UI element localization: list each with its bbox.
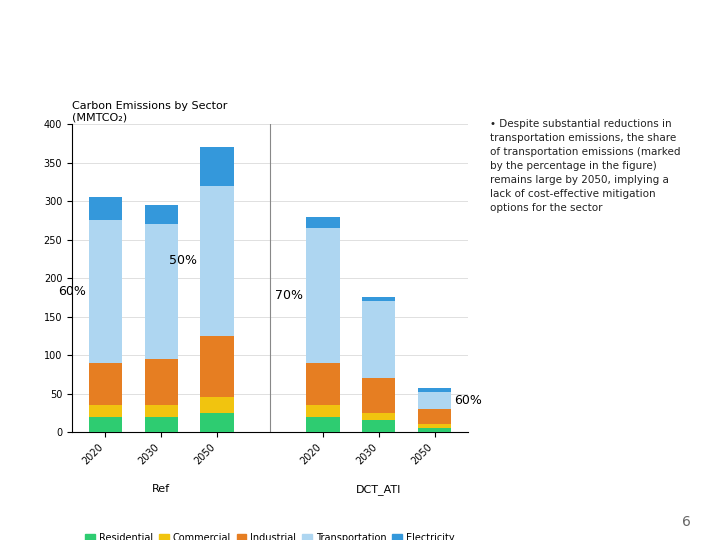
Text: 6: 6 — [683, 515, 691, 529]
Bar — [89, 197, 122, 220]
Text: Ref: Ref — [152, 484, 171, 494]
Bar — [89, 220, 122, 363]
Bar — [200, 147, 234, 186]
Bar — [418, 424, 451, 428]
Bar — [418, 428, 451, 432]
Bar — [306, 405, 340, 417]
Bar — [145, 224, 178, 359]
Text: (MMTCO₂): (MMTCO₂) — [72, 112, 127, 123]
Text: 50%: 50% — [169, 254, 197, 267]
Text: • Despite substantial reductions in
transportation emissions, the share
of trans: • Despite substantial reductions in tran… — [490, 119, 680, 213]
Bar — [200, 397, 234, 413]
Legend: Residential, Commercial, Industrial, Transportation, Electricity: Residential, Commercial, Industrial, Tra… — [81, 529, 459, 540]
Bar — [145, 359, 178, 405]
Bar — [418, 409, 451, 424]
Bar — [89, 417, 122, 432]
Bar — [306, 228, 340, 363]
Bar — [362, 378, 395, 413]
Bar — [306, 417, 340, 432]
Bar — [145, 417, 178, 432]
Text: DCT_ATI: DCT_ATI — [356, 484, 402, 495]
Bar — [145, 205, 178, 224]
Bar — [362, 421, 395, 432]
Bar — [89, 363, 122, 405]
Bar — [200, 186, 234, 336]
Text: 60%: 60% — [58, 285, 86, 298]
Bar — [362, 298, 395, 301]
Bar — [362, 301, 395, 378]
Bar — [306, 363, 340, 405]
Bar — [418, 392, 451, 409]
Text: 70%: 70% — [276, 289, 303, 302]
Text: Carbon Emissions by Sector: Carbon Emissions by Sector — [72, 100, 228, 111]
Bar — [200, 336, 234, 397]
Bar — [200, 413, 234, 432]
Bar — [418, 388, 451, 392]
Bar — [362, 413, 395, 421]
Bar — [306, 217, 340, 228]
Bar — [89, 405, 122, 417]
Text: Transportation decarbonization remains a challenge: Transportation decarbonization remains a… — [14, 31, 589, 50]
Bar — [145, 405, 178, 417]
Text: 60%: 60% — [454, 394, 482, 407]
